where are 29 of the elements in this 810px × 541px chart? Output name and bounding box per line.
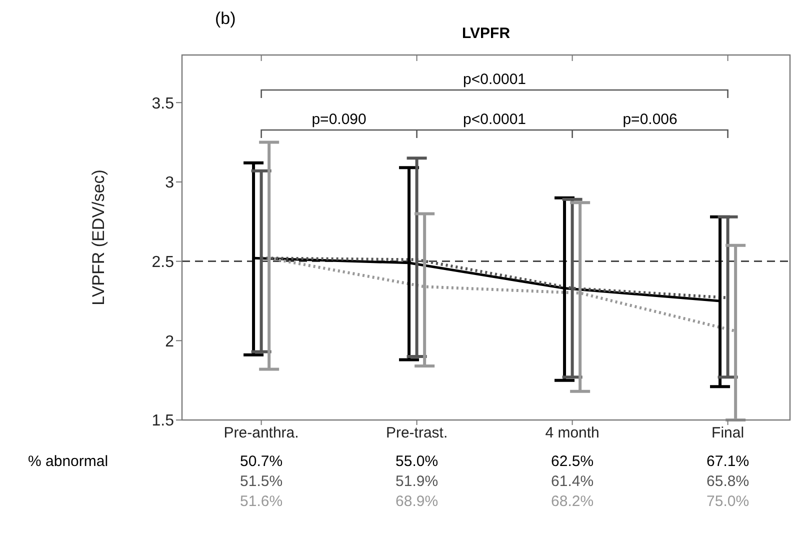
y-tick-label: 1.5 <box>152 412 174 430</box>
x-tick-label: Pre-trast. <box>386 424 448 442</box>
text: 51.9% <box>396 473 438 490</box>
chart-title: LVPFR <box>462 25 510 42</box>
text: 68.2% <box>551 493 594 510</box>
text: 50.7% <box>240 453 283 470</box>
x-tick-label: 4 month <box>545 424 600 442</box>
text: 65.8% <box>706 473 750 490</box>
x-tick-label: Final <box>712 424 744 442</box>
text: 62.5% <box>551 453 594 470</box>
text: 68.9% <box>396 493 438 510</box>
text: 75.0% <box>706 493 750 510</box>
y-tick-label: 3.5 <box>152 95 174 112</box>
x-tick-label: Pre-anthra. <box>224 424 299 442</box>
annotation: p=0.090 <box>312 111 366 128</box>
y-tick-label: 3 <box>165 174 174 192</box>
text: 51.5% <box>240 473 283 490</box>
annotation: p<0.0001 <box>463 111 526 128</box>
y-tick-label: 2 <box>165 333 174 350</box>
text: (b) <box>215 9 236 28</box>
text: 61.4% <box>551 473 594 490</box>
annotation: p=0.006 <box>622 111 678 128</box>
text: 51.6% <box>240 493 283 510</box>
text: % abnormal <box>28 453 108 470</box>
y-tick-label: 2.5 <box>152 254 174 271</box>
text: 67.1% <box>706 453 750 470</box>
annotation: p<0.0001 <box>463 71 526 88</box>
y-axis-title: LVPFR (EDV/sec) <box>89 170 108 306</box>
text: 55.0% <box>396 453 438 470</box>
